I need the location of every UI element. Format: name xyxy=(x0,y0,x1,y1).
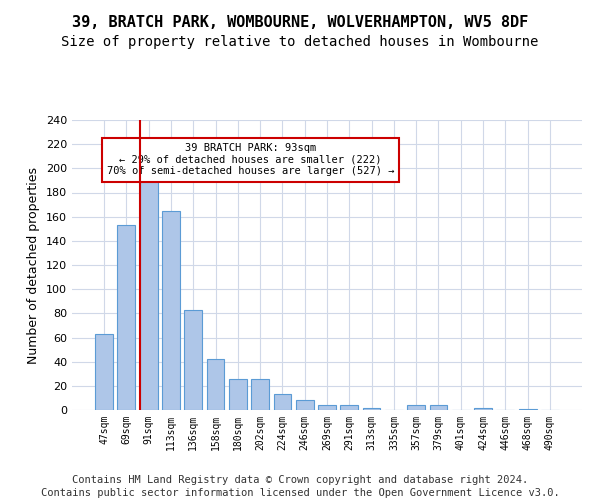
Bar xyxy=(296,400,314,410)
Bar xyxy=(251,378,269,410)
Bar xyxy=(430,405,448,410)
Text: Size of property relative to detached houses in Wombourne: Size of property relative to detached ho… xyxy=(61,35,539,49)
Text: Contains public sector information licensed under the Open Government Licence v3: Contains public sector information licen… xyxy=(41,488,559,498)
Bar xyxy=(229,378,247,410)
Bar xyxy=(95,334,113,410)
Bar xyxy=(184,310,202,410)
Bar xyxy=(474,408,492,410)
Bar xyxy=(340,405,358,410)
Bar xyxy=(140,177,158,410)
Bar xyxy=(274,394,292,410)
Text: 39 BRATCH PARK: 93sqm
← 29% of detached houses are smaller (222)
70% of semi-det: 39 BRATCH PARK: 93sqm ← 29% of detached … xyxy=(107,143,394,176)
Bar xyxy=(206,359,224,410)
Text: Contains HM Land Registry data © Crown copyright and database right 2024.: Contains HM Land Registry data © Crown c… xyxy=(72,475,528,485)
Bar xyxy=(318,405,336,410)
Bar xyxy=(518,409,536,410)
Y-axis label: Number of detached properties: Number of detached properties xyxy=(28,166,40,364)
Bar xyxy=(362,408,380,410)
Text: 39, BRATCH PARK, WOMBOURNE, WOLVERHAMPTON, WV5 8DF: 39, BRATCH PARK, WOMBOURNE, WOLVERHAMPTO… xyxy=(72,15,528,30)
Bar xyxy=(118,225,136,410)
Bar xyxy=(407,405,425,410)
Bar xyxy=(162,210,180,410)
